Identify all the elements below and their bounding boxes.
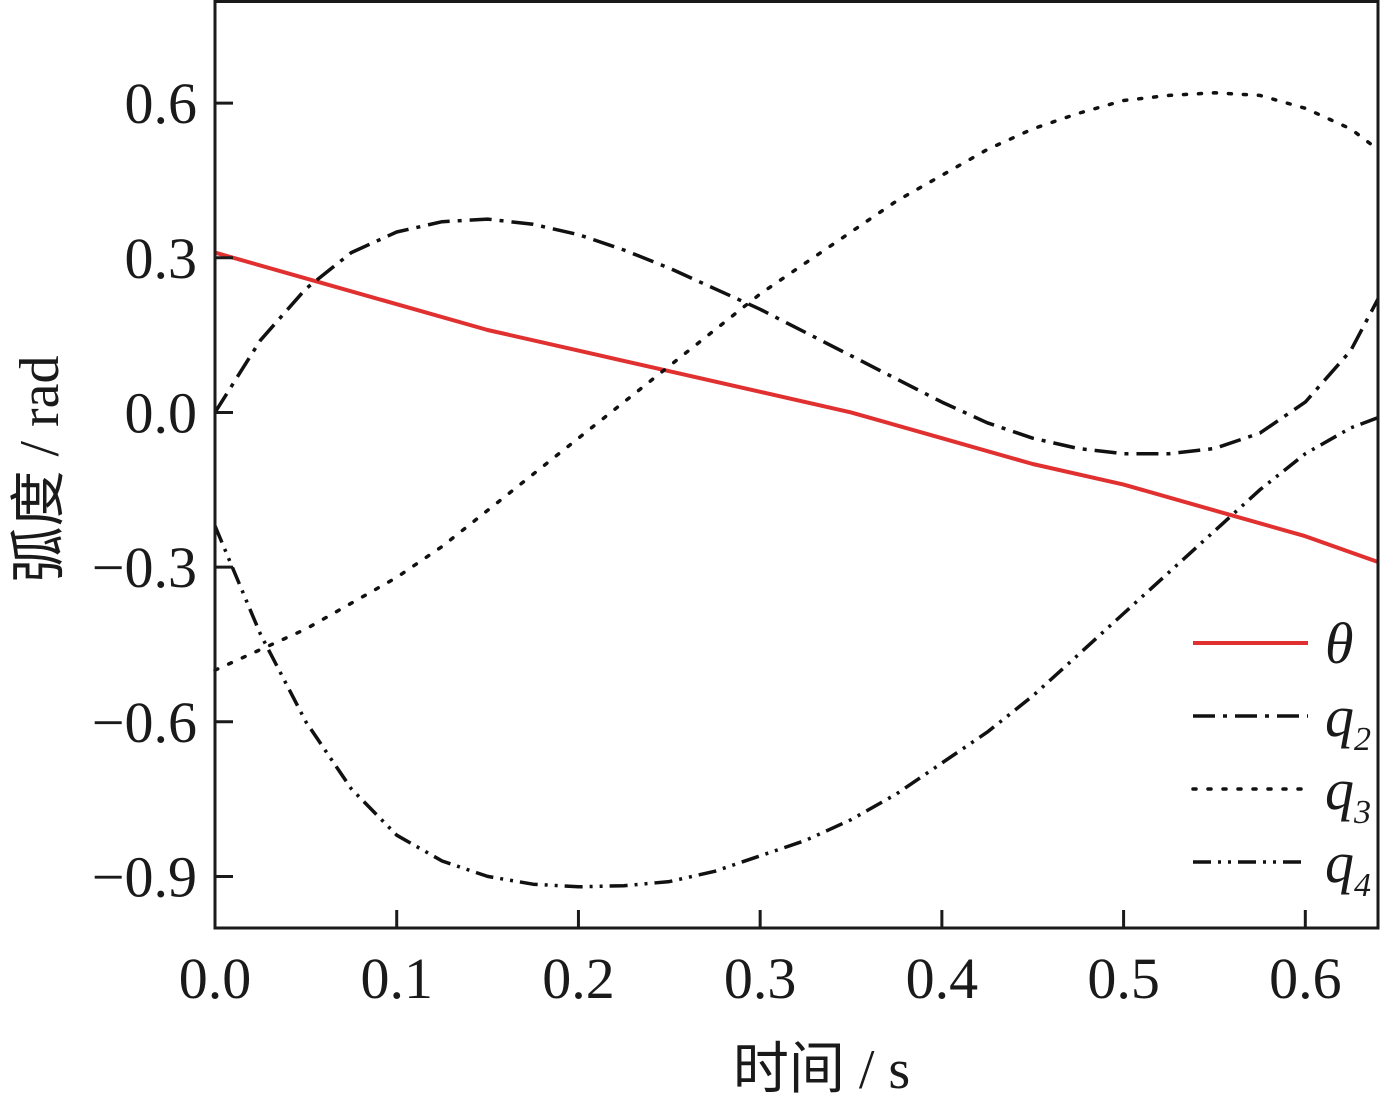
- x-tick-label: 0.5: [1087, 946, 1160, 1011]
- legend-label: q3: [1325, 757, 1371, 831]
- y-tick-label: −0.9: [92, 844, 197, 909]
- x-tick-label: 0.0: [179, 946, 252, 1011]
- series-line-q3: [213, 91, 1380, 672]
- plot-lines: [213, 91, 1380, 889]
- y-tick-label: 0.3: [125, 226, 198, 291]
- series-line-theta: [214, 250, 1379, 564]
- y-tick-label: −0.3: [92, 535, 197, 600]
- series-line-q4: [213, 415, 1379, 889]
- x-tick-label: 0.6: [1269, 946, 1342, 1011]
- series-line-q2: [213, 217, 1380, 456]
- y-tick-label: 0.6: [125, 71, 198, 136]
- y-tick-label: 0.0: [125, 380, 198, 445]
- y-axis: 0.6 0.3 0.0 −0.3 −0.6 −0.9: [92, 71, 233, 909]
- x-tick-label: 0.3: [724, 946, 797, 1011]
- x-tick-label: 0.2: [542, 946, 615, 1011]
- y-axis-label: 弧度 / rad: [9, 355, 71, 582]
- legend-label: θ: [1325, 611, 1354, 676]
- x-axis: 0.0 0.1 0.2 0.3 0.4 0.5 0.6: [179, 910, 1342, 1011]
- plot-frame: [213, 0, 1380, 930]
- x-axis-label: 时间 / s: [733, 1039, 910, 1099]
- y-tick-label: −0.6: [92, 690, 197, 755]
- legend-label: q4: [1325, 830, 1371, 904]
- x-tick-label: 0.1: [360, 946, 433, 1011]
- x-tick-label: 0.4: [906, 946, 979, 1011]
- legend-label: q2: [1325, 684, 1371, 758]
